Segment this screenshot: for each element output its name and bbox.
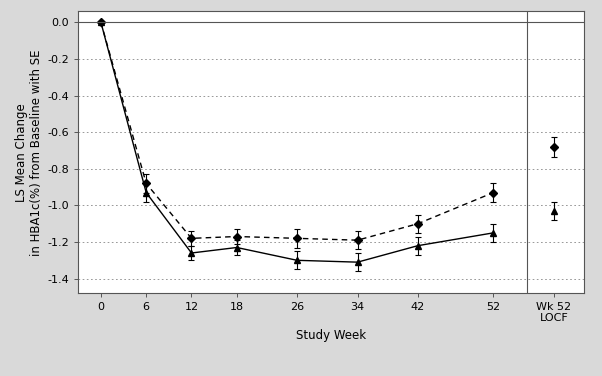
Y-axis label: LS Mean Change
in HBA1c(%) from Baseline with SE: LS Mean Change in HBA1c(%) from Baseline…	[15, 49, 43, 256]
X-axis label: Study Week: Study Week	[296, 329, 366, 342]
